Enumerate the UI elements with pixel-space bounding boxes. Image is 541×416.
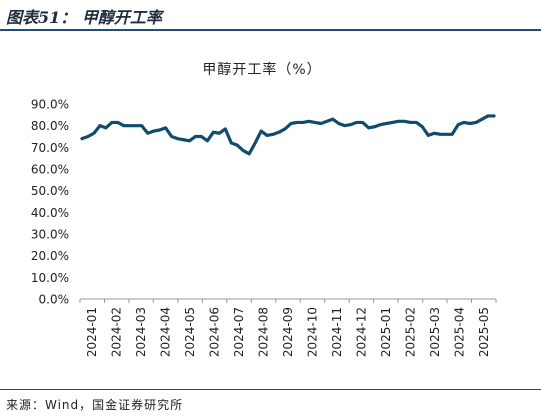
x-tick-label: 2024-11 bbox=[330, 307, 344, 357]
x-tick-label: 2024-04 bbox=[159, 307, 173, 357]
series-line bbox=[80, 114, 496, 156]
title-rule bbox=[0, 29, 541, 31]
x-tick-label: 2024-07 bbox=[232, 307, 246, 357]
figure-title: 图表51： 甲醇开工率 bbox=[6, 8, 162, 27]
y-tick-label: 90.0% bbox=[31, 98, 69, 112]
x-tick-label: 2024-01 bbox=[85, 307, 99, 357]
series-group bbox=[80, 114, 496, 156]
x-tick-label: 2025-03 bbox=[428, 307, 442, 357]
x-tick-label: 2025-05 bbox=[477, 307, 491, 357]
x-tick-label: 2025-02 bbox=[403, 307, 417, 357]
x-tick-label: 2024-02 bbox=[110, 307, 124, 357]
x-tick-label: 2024-10 bbox=[305, 307, 319, 357]
x-tick-label: 2024-12 bbox=[354, 307, 368, 357]
y-tick-label: 70.0% bbox=[31, 141, 69, 155]
x-tick-label: 2025-01 bbox=[379, 307, 393, 357]
x-tick-label: 2024-06 bbox=[208, 307, 222, 357]
x-tick-label: 2024-03 bbox=[134, 307, 148, 357]
source-note: 来源：Wind，国金证券研究所 bbox=[6, 398, 184, 412]
y-tick-label: 20.0% bbox=[31, 249, 69, 263]
chart: 甲醇开工率（%） 0.0% 10.0% 20.0% 30.0% 40.0% 50.0% 60… bbox=[31, 61, 497, 357]
y-tick-label: 50.0% bbox=[31, 184, 69, 198]
x-axis: 2024-01 2024-02 2024-03 2024-04 2024-05 2024-… bbox=[79, 298, 497, 357]
y-axis: 0.0% 10.0% 20.0% 30.0% 40.0% 50.0% 60.0% 70.0% 8… bbox=[31, 98, 69, 307]
y-tick-label: 40.0% bbox=[31, 206, 69, 220]
x-tick-label: 2024-08 bbox=[257, 307, 271, 357]
y-tick-label: 30.0% bbox=[31, 228, 69, 242]
y-tick-label: 0.0% bbox=[39, 293, 70, 307]
x-tick-label: 2025-04 bbox=[452, 307, 466, 357]
x-tick-label: 2024-05 bbox=[183, 307, 197, 357]
y-tick-label: 60.0% bbox=[31, 163, 69, 177]
y-tick-label: 10.0% bbox=[31, 271, 69, 285]
bottom-rule bbox=[0, 389, 541, 390]
x-tick-label: 2024-09 bbox=[281, 307, 295, 357]
chart-title: 甲醇开工率（%） bbox=[202, 61, 321, 78]
y-tick-label: 80.0% bbox=[31, 119, 69, 133]
